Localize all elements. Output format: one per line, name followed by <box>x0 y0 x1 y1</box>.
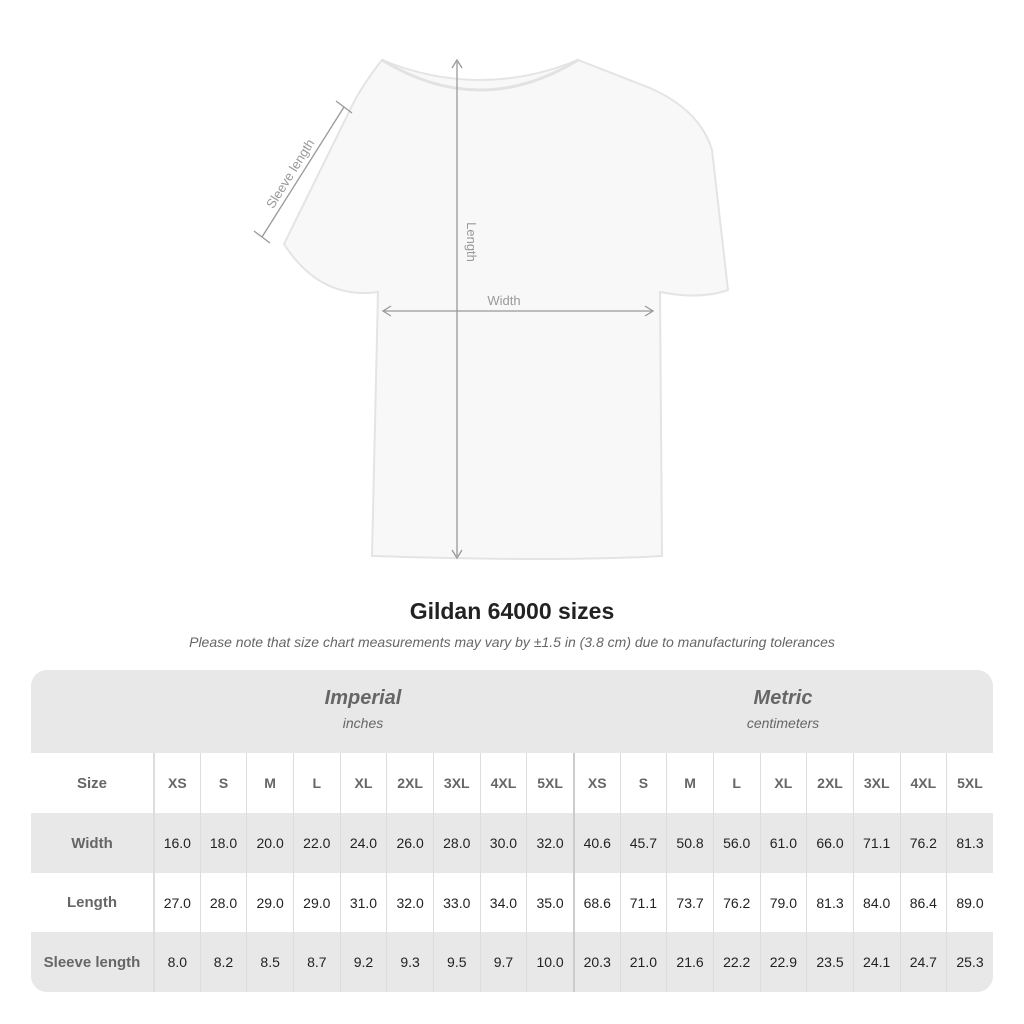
metric-value-cell: 23.5 <box>806 932 853 992</box>
imperial-value-cell: 8.7 <box>292 932 340 992</box>
metric-header: Metric centimeters <box>573 670 993 753</box>
metric-value-cell: 61.0 <box>759 813 807 873</box>
width-label: Width <box>487 293 520 308</box>
metric-value-cell: 73.7 <box>666 873 713 932</box>
metric-value-cell: 40.6 <box>572 813 620 873</box>
imperial-size-header: 3XL <box>432 753 480 813</box>
imperial-value-cell: 9.3 <box>386 932 433 992</box>
imperial-size-header: 2XL <box>386 753 433 813</box>
metric-value-cell: 79.0 <box>759 873 807 932</box>
imperial-value-cell: 9.5 <box>432 932 480 992</box>
imperial-size-header: L <box>292 753 340 813</box>
metric-value-cell: 68.6 <box>572 873 620 932</box>
metric-value-cell: 24.7 <box>899 932 947 992</box>
imperial-value-cell: 31.0 <box>339 873 387 932</box>
imperial-unit: inches <box>342 715 384 731</box>
metric-value-cell: 21.6 <box>666 932 713 992</box>
imperial-value-cell: 9.7 <box>479 932 527 992</box>
metric-size-header: XL <box>759 753 807 813</box>
imperial-value-cell: 33.0 <box>432 873 480 932</box>
metric-size-header: L <box>712 753 760 813</box>
imperial-size-header: S <box>199 753 247 813</box>
table-row: Sleeve length 8.0 8.2 8.5 8.7 9.2 9.3 9.5 9.7 10.… <box>31 932 993 992</box>
imperial-value-cell: 10.0 <box>526 932 573 992</box>
length-label: Length <box>464 222 479 262</box>
table-row: Width 16.0 18.0 20.0 22.0 24.0 26.0 28.0 30.0 32.… <box>31 813 993 873</box>
table-row: Length 27.0 28.0 29.0 29.0 31.0 32.0 33.0 34.0 35… <box>31 873 993 932</box>
metric-value-cell: 71.1 <box>619 873 667 932</box>
imperial-value-cell: 32.0 <box>526 813 573 873</box>
imperial-size-header: M <box>246 753 293 813</box>
metric-size-header: 5XL <box>946 753 993 813</box>
imperial-value-cell: 29.0 <box>246 873 293 932</box>
metric-value-cell: 86.4 <box>899 873 947 932</box>
metric-size-header: XS <box>572 753 620 813</box>
metric-value-cell: 76.2 <box>899 813 947 873</box>
imperial-value-cell: 9.2 <box>339 932 387 992</box>
tshirt-image <box>282 58 730 560</box>
imperial-value-cell: 8.0 <box>153 932 200 992</box>
page-title: Gildan 64000 sizes <box>409 598 615 624</box>
metric-value-cell: 22.9 <box>759 932 807 992</box>
metric-size-header: 3XL <box>852 753 900 813</box>
tshirt-diagram: Sleeve length Length Width <box>253 58 730 560</box>
imperial-value-cell: 30.0 <box>479 813 527 873</box>
imperial-value-cell: 26.0 <box>386 813 433 873</box>
imperial-value-cell: 8.2 <box>199 932 247 992</box>
imperial-value-cell: 28.0 <box>199 873 247 932</box>
metric-size-header: 4XL <box>899 753 947 813</box>
imperial-value-cell: 32.0 <box>386 873 433 932</box>
metric-value-cell: 25.3 <box>946 932 993 992</box>
size-header-row: Size XS S M L XL 2XL 3XL 4XL 5XL XS S M L XL 2XL 3XL 4XL 5… <box>31 753 993 813</box>
metric-size-header: M <box>666 753 713 813</box>
imperial-value-cell: 34.0 <box>479 873 527 932</box>
metric-value-cell: 45.7 <box>619 813 667 873</box>
imperial-size-header: 5XL <box>526 753 573 813</box>
metric-unit: centimeters <box>746 715 820 731</box>
imperial-header: Imperial inches <box>153 670 573 753</box>
imperial-value-cell: 18.0 <box>199 813 247 873</box>
imperial-value-cell: 29.0 <box>292 873 340 932</box>
row-label: Sleeve length <box>43 953 141 971</box>
imperial-value-cell: 35.0 <box>526 873 573 932</box>
imperial-size-header: XL <box>339 753 387 813</box>
imperial-value-cell: 8.5 <box>246 932 293 992</box>
sleeve-measure-line <box>261 106 345 238</box>
imperial-size-header: 4XL <box>479 753 527 813</box>
imperial-value-cell: 28.0 <box>432 813 480 873</box>
size-table: Imperial inches Metric centimeters Size X… <box>31 670 993 992</box>
tolerance-note: Please note that size chart measurements… <box>189 634 835 650</box>
metric-value-cell: 76.2 <box>712 873 760 932</box>
metric-value-cell: 66.0 <box>806 813 853 873</box>
imperial-size-header: XS <box>153 753 200 813</box>
metric-value-cell: 89.0 <box>946 873 993 932</box>
metric-value-cell: 81.3 <box>806 873 853 932</box>
metric-value-cell: 20.3 <box>572 932 620 992</box>
metric-value-cell: 56.0 <box>712 813 760 873</box>
row-label: Width <box>71 834 113 852</box>
metric-value-cell: 71.1 <box>852 813 900 873</box>
row-label: Length <box>67 894 117 911</box>
row-label: Size <box>76 774 107 792</box>
imperial-value-cell: 16.0 <box>153 813 200 873</box>
imperial-value-cell: 27.0 <box>153 873 200 932</box>
metric-value-cell: 21.0 <box>619 932 667 992</box>
metric-value-cell: 84.0 <box>852 873 900 932</box>
metric-size-header: S <box>619 753 667 813</box>
imperial-value-cell: 24.0 <box>339 813 387 873</box>
imperial-value-cell: 22.0 <box>292 813 340 873</box>
imperial-label: Imperial <box>324 687 402 709</box>
imperial-value-cell: 20.0 <box>246 813 293 873</box>
metric-value-cell: 81.3 <box>946 813 993 873</box>
metric-value-cell: 22.2 <box>712 932 760 992</box>
metric-value-cell: 24.1 <box>852 932 900 992</box>
metric-value-cell: 50.8 <box>666 813 713 873</box>
metric-size-header: 2XL <box>806 753 853 813</box>
metric-label: Metric <box>753 687 813 709</box>
